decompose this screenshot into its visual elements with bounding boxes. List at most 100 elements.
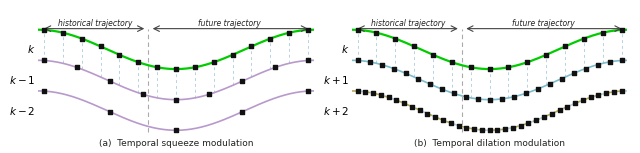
Point bbox=[436, 88, 447, 90]
Point bbox=[616, 29, 627, 31]
Text: $k-2$: $k-2$ bbox=[10, 105, 36, 117]
Point bbox=[477, 129, 487, 131]
Point bbox=[447, 61, 457, 63]
Point bbox=[466, 66, 476, 69]
Text: future trajectory: future trajectory bbox=[198, 19, 261, 28]
Text: (a)  Temporal squeeze modulation: (a) Temporal squeeze modulation bbox=[99, 139, 253, 148]
Point bbox=[492, 129, 502, 131]
Point bbox=[376, 94, 386, 96]
Point bbox=[171, 98, 181, 101]
Point bbox=[605, 61, 615, 63]
Point bbox=[39, 90, 49, 92]
Point bbox=[578, 99, 588, 101]
Point bbox=[105, 111, 115, 113]
Point bbox=[545, 83, 555, 85]
Point bbox=[371, 32, 381, 34]
Point bbox=[557, 77, 567, 80]
Point bbox=[39, 59, 49, 62]
Point bbox=[547, 112, 557, 115]
Point bbox=[609, 91, 619, 93]
Point bbox=[469, 128, 479, 130]
Point bbox=[438, 119, 448, 121]
Point bbox=[412, 77, 422, 80]
Point bbox=[399, 102, 409, 104]
Point bbox=[303, 29, 313, 31]
Point bbox=[428, 54, 438, 56]
Text: $k$: $k$ bbox=[341, 43, 349, 55]
Point bbox=[284, 32, 294, 34]
Point bbox=[303, 59, 313, 62]
Point bbox=[115, 54, 125, 56]
Point bbox=[531, 119, 541, 121]
Text: historical trajectory: historical trajectory bbox=[58, 19, 132, 28]
Point bbox=[503, 66, 513, 69]
Point bbox=[237, 111, 247, 113]
Point bbox=[401, 72, 411, 75]
Point bbox=[133, 61, 143, 63]
Point bbox=[246, 45, 257, 48]
Point bbox=[616, 59, 627, 62]
Point bbox=[39, 29, 49, 31]
Point bbox=[189, 66, 200, 69]
Point bbox=[616, 90, 627, 92]
Point bbox=[484, 98, 495, 101]
Point bbox=[138, 93, 148, 96]
Point bbox=[586, 96, 596, 99]
Point bbox=[562, 105, 572, 108]
Point bbox=[500, 128, 510, 130]
Point bbox=[72, 66, 82, 69]
Point bbox=[204, 93, 214, 96]
Point bbox=[368, 92, 378, 94]
Text: (b)  Temporal dilation modulation: (b) Temporal dilation modulation bbox=[414, 139, 565, 148]
Point bbox=[520, 92, 531, 95]
Point bbox=[171, 68, 181, 70]
Point bbox=[270, 66, 280, 69]
Point bbox=[472, 98, 483, 100]
Point bbox=[430, 116, 440, 118]
Point bbox=[353, 29, 363, 31]
Point bbox=[560, 45, 570, 48]
Point bbox=[484, 129, 495, 131]
Point bbox=[524, 122, 534, 124]
Point bbox=[570, 102, 580, 104]
Point bbox=[601, 92, 611, 94]
Text: future trajectory: future trajectory bbox=[512, 19, 575, 28]
Point bbox=[152, 66, 163, 69]
Point bbox=[568, 72, 579, 75]
Point bbox=[422, 112, 433, 115]
Point bbox=[105, 80, 115, 82]
Point bbox=[303, 90, 313, 92]
Text: $k+1$: $k+1$ bbox=[323, 74, 349, 86]
Point bbox=[415, 109, 425, 111]
Point bbox=[424, 83, 435, 85]
Point bbox=[445, 122, 456, 124]
Point bbox=[532, 88, 543, 90]
Point bbox=[516, 124, 526, 127]
Text: $k-1$: $k-1$ bbox=[9, 74, 36, 86]
Point bbox=[593, 94, 604, 96]
Point bbox=[95, 45, 106, 48]
Point bbox=[598, 32, 608, 34]
Point bbox=[390, 37, 401, 40]
Point bbox=[364, 61, 374, 63]
Point bbox=[237, 80, 247, 82]
Point bbox=[541, 54, 551, 56]
Point bbox=[508, 126, 518, 129]
Point bbox=[376, 63, 387, 66]
Point bbox=[227, 54, 237, 56]
Text: historical trajectory: historical trajectory bbox=[371, 19, 445, 28]
Point bbox=[360, 91, 371, 93]
Point bbox=[58, 32, 68, 34]
Point bbox=[579, 37, 589, 40]
Point bbox=[353, 59, 363, 62]
Point bbox=[209, 61, 219, 63]
Point bbox=[461, 126, 472, 129]
Point bbox=[407, 105, 417, 108]
Point bbox=[391, 99, 401, 101]
Text: $k+2$: $k+2$ bbox=[323, 105, 349, 117]
Point bbox=[497, 98, 507, 100]
Text: $k$: $k$ bbox=[28, 43, 36, 55]
Point bbox=[409, 45, 419, 48]
Point bbox=[484, 68, 495, 70]
Point bbox=[453, 124, 463, 127]
